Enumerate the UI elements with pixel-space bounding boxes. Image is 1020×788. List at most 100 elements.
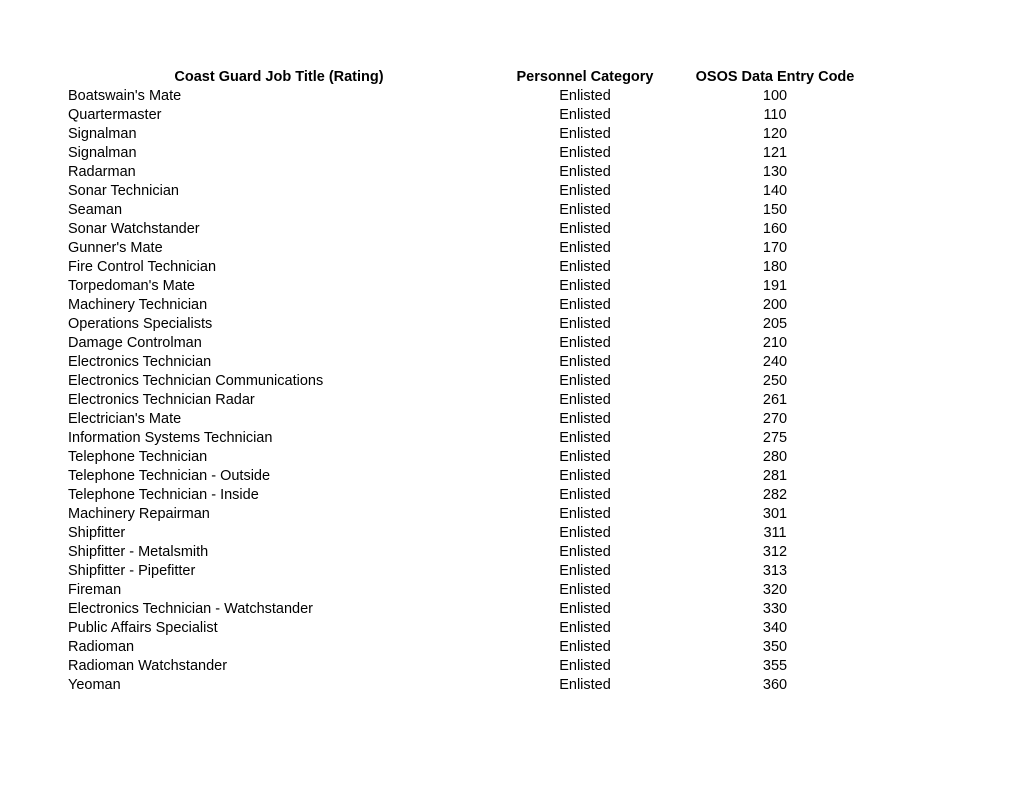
cell-osos-code: 320 — [680, 581, 870, 600]
table-row: Gunner's MateEnlisted170 — [68, 239, 870, 258]
cell-personnel-category: Enlisted — [490, 277, 680, 296]
table-row: Radioman WatchstanderEnlisted355 — [68, 657, 870, 676]
cell-personnel-category: Enlisted — [490, 581, 680, 600]
table-row: SignalmanEnlisted121 — [68, 144, 870, 163]
cell-job-title: Electronics Technician Radar — [68, 391, 490, 410]
table-row: RadiomanEnlisted350 — [68, 638, 870, 657]
cell-job-title: Public Affairs Specialist — [68, 619, 490, 638]
table-row: Electronics TechnicianEnlisted240 — [68, 353, 870, 372]
ratings-table: Coast Guard Job Title (Rating) Personnel… — [68, 68, 870, 695]
cell-personnel-category: Enlisted — [490, 296, 680, 315]
cell-job-title: Sonar Technician — [68, 182, 490, 201]
cell-job-title: Electronics Technician - Watchstander — [68, 600, 490, 619]
cell-job-title: Machinery Repairman — [68, 505, 490, 524]
table-row: Boatswain's MateEnlisted100 — [68, 87, 870, 106]
cell-personnel-category: Enlisted — [490, 619, 680, 638]
table-row: Electrician's MateEnlisted270 — [68, 410, 870, 429]
cell-osos-code: 130 — [680, 163, 870, 182]
cell-job-title: Signalman — [68, 125, 490, 144]
cell-osos-code: 275 — [680, 429, 870, 448]
column-header-category: Personnel Category — [490, 68, 680, 87]
column-header-title: Coast Guard Job Title (Rating) — [68, 68, 490, 87]
cell-personnel-category: Enlisted — [490, 239, 680, 258]
cell-osos-code: 281 — [680, 467, 870, 486]
cell-osos-code: 180 — [680, 258, 870, 277]
cell-personnel-category: Enlisted — [490, 315, 680, 334]
cell-osos-code: 330 — [680, 600, 870, 619]
cell-job-title: Seaman — [68, 201, 490, 220]
cell-personnel-category: Enlisted — [490, 182, 680, 201]
cell-personnel-category: Enlisted — [490, 106, 680, 125]
table-row: Electronics Technician CommunicationsEnl… — [68, 372, 870, 391]
cell-osos-code: 270 — [680, 410, 870, 429]
cell-job-title: Machinery Technician — [68, 296, 490, 315]
table-row: Telephone Technician - OutsideEnlisted28… — [68, 467, 870, 486]
table-row: Shipfitter - PipefitterEnlisted313 — [68, 562, 870, 581]
cell-job-title: Yeoman — [68, 676, 490, 695]
table-row: Telephone TechnicianEnlisted280 — [68, 448, 870, 467]
cell-osos-code: 355 — [680, 657, 870, 676]
cell-osos-code: 100 — [680, 87, 870, 106]
cell-personnel-category: Enlisted — [490, 600, 680, 619]
cell-personnel-category: Enlisted — [490, 505, 680, 524]
cell-job-title: Telephone Technician — [68, 448, 490, 467]
table-row: Information Systems TechnicianEnlisted27… — [68, 429, 870, 448]
cell-personnel-category: Enlisted — [490, 429, 680, 448]
cell-personnel-category: Enlisted — [490, 258, 680, 277]
table-row: QuartermasterEnlisted110 — [68, 106, 870, 125]
cell-job-title: Gunner's Mate — [68, 239, 490, 258]
table-row: Telephone Technician - InsideEnlisted282 — [68, 486, 870, 505]
cell-personnel-category: Enlisted — [490, 448, 680, 467]
table-row: SignalmanEnlisted120 — [68, 125, 870, 144]
table-row: Damage ControlmanEnlisted210 — [68, 334, 870, 353]
cell-personnel-category: Enlisted — [490, 372, 680, 391]
cell-job-title: Operations Specialists — [68, 315, 490, 334]
cell-personnel-category: Enlisted — [490, 391, 680, 410]
table-row: Fire Control TechnicianEnlisted180 — [68, 258, 870, 277]
cell-osos-code: 301 — [680, 505, 870, 524]
cell-personnel-category: Enlisted — [490, 676, 680, 695]
cell-personnel-category: Enlisted — [490, 144, 680, 163]
cell-personnel-category: Enlisted — [490, 486, 680, 505]
cell-job-title: Shipfitter — [68, 524, 490, 543]
cell-osos-code: 191 — [680, 277, 870, 296]
cell-job-title: Signalman — [68, 144, 490, 163]
table-row: Operations SpecialistsEnlisted205 — [68, 315, 870, 334]
cell-job-title: Radioman — [68, 638, 490, 657]
cell-personnel-category: Enlisted — [490, 562, 680, 581]
cell-osos-code: 210 — [680, 334, 870, 353]
cell-personnel-category: Enlisted — [490, 334, 680, 353]
table-row: SeamanEnlisted150 — [68, 201, 870, 220]
cell-job-title: Information Systems Technician — [68, 429, 490, 448]
table-row: Public Affairs SpecialistEnlisted340 — [68, 619, 870, 638]
cell-osos-code: 240 — [680, 353, 870, 372]
table-row: FiremanEnlisted320 — [68, 581, 870, 600]
cell-job-title: Telephone Technician - Outside — [68, 467, 490, 486]
table-body: Boatswain's MateEnlisted100Quartermaster… — [68, 87, 870, 695]
cell-osos-code: 250 — [680, 372, 870, 391]
cell-osos-code: 200 — [680, 296, 870, 315]
cell-osos-code: 312 — [680, 543, 870, 562]
cell-personnel-category: Enlisted — [490, 467, 680, 486]
cell-osos-code: 150 — [680, 201, 870, 220]
cell-personnel-category: Enlisted — [490, 638, 680, 657]
cell-job-title: Radioman Watchstander — [68, 657, 490, 676]
cell-osos-code: 282 — [680, 486, 870, 505]
table-row: Sonar TechnicianEnlisted140 — [68, 182, 870, 201]
page: Coast Guard Job Title (Rating) Personnel… — [0, 0, 1020, 788]
table-row: RadarmanEnlisted130 — [68, 163, 870, 182]
cell-osos-code: 121 — [680, 144, 870, 163]
cell-job-title: Electronics Technician Communications — [68, 372, 490, 391]
table-header-row: Coast Guard Job Title (Rating) Personnel… — [68, 68, 870, 87]
column-header-code: OSOS Data Entry Code — [680, 68, 870, 87]
cell-osos-code: 170 — [680, 239, 870, 258]
cell-personnel-category: Enlisted — [490, 543, 680, 562]
cell-osos-code: 313 — [680, 562, 870, 581]
table-row: Sonar WatchstanderEnlisted160 — [68, 220, 870, 239]
cell-personnel-category: Enlisted — [490, 410, 680, 429]
cell-job-title: Electronics Technician — [68, 353, 490, 372]
cell-osos-code: 140 — [680, 182, 870, 201]
cell-job-title: Electrician's Mate — [68, 410, 490, 429]
cell-osos-code: 311 — [680, 524, 870, 543]
cell-osos-code: 340 — [680, 619, 870, 638]
